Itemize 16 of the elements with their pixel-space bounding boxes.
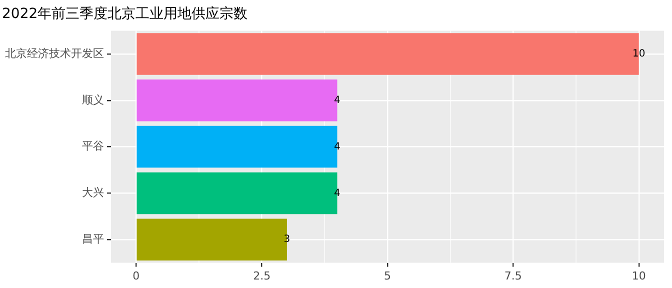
y-tick-label: 昌平 xyxy=(82,232,104,246)
chart-title: 2022年前三季度北京工业用地供应宗数 xyxy=(2,6,248,22)
y-tick-label: 大兴 xyxy=(82,186,104,200)
data-label: 4 xyxy=(334,141,340,152)
x-tick-label: 2.5 xyxy=(253,269,271,282)
y-tick-label: 平谷 xyxy=(82,140,104,153)
x-tick-label: 5 xyxy=(384,269,391,282)
data-label: 4 xyxy=(334,94,340,106)
data-label: 10 xyxy=(632,48,646,60)
y-tick-label: 顺义 xyxy=(82,93,104,106)
data-label: 4 xyxy=(334,188,340,199)
data-label: 3 xyxy=(284,234,290,246)
y-tick-label: 北京经济技术开发区 xyxy=(5,46,104,60)
x-tick-label: 0 xyxy=(132,269,140,282)
x-tick-label: 7.5 xyxy=(504,269,522,282)
x-tick-label: 10 xyxy=(632,269,646,282)
